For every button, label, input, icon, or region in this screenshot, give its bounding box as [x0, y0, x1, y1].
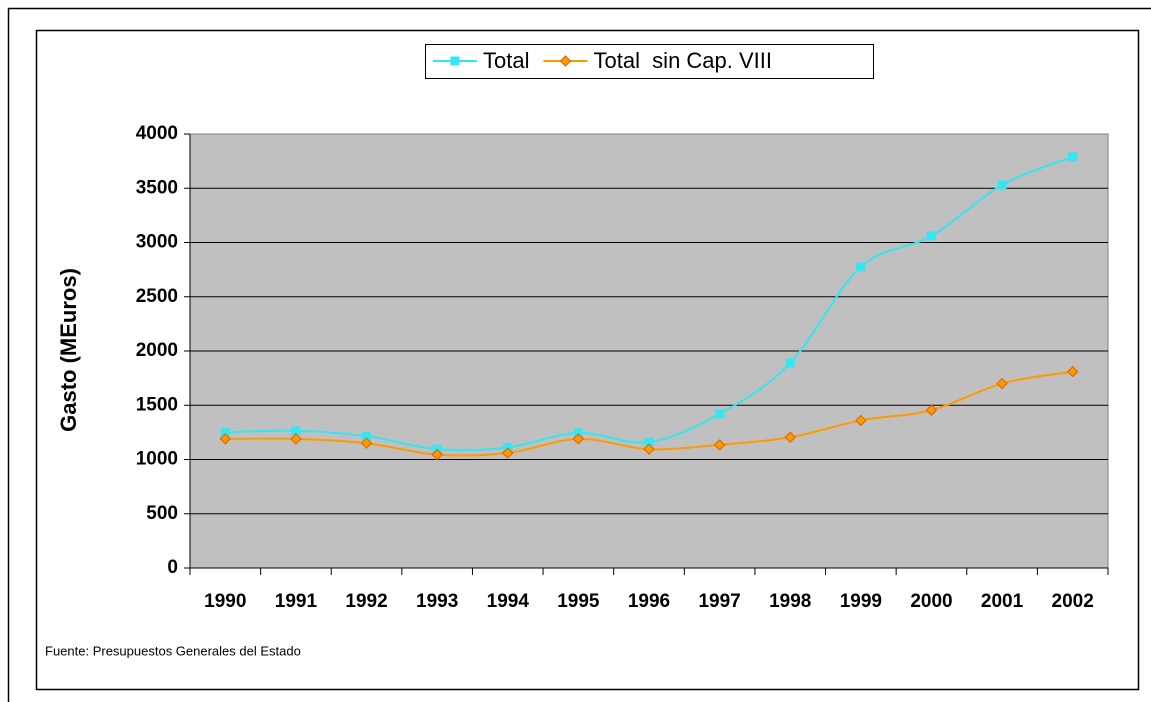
data-point	[572, 433, 585, 445]
y-tick-label: 2000	[136, 340, 178, 361]
y-tick-label: 3000	[136, 232, 178, 253]
data-point	[713, 439, 726, 451]
data-point	[220, 427, 230, 437]
data-point	[997, 180, 1007, 190]
source-note: Fuente: Presupuestos Generales del Estad…	[45, 643, 301, 658]
data-point	[996, 377, 1008, 390]
x-tick-label: 1996	[628, 591, 670, 612]
x-tick-label: 2001	[981, 591, 1024, 612]
data-point	[219, 433, 232, 445]
x-tick-label: 2002	[1052, 591, 1094, 612]
x-tick-label: 1995	[557, 591, 600, 612]
y-tick-label: 3500	[136, 177, 178, 198]
data-point	[855, 414, 867, 427]
data-point	[573, 428, 583, 438]
data-point	[502, 447, 514, 459]
legend-label: Total	[483, 48, 529, 73]
data-point	[644, 437, 654, 447]
data-point	[715, 409, 725, 419]
y-axis-label: Gasto (MEuros)	[56, 268, 81, 432]
data-point	[291, 426, 301, 436]
data-point	[1068, 152, 1078, 162]
legend	[425, 44, 874, 79]
data-point	[362, 431, 372, 441]
data-point	[290, 433, 302, 445]
x-tick-label: 1992	[345, 591, 387, 612]
x-tick-label: 1998	[769, 591, 811, 612]
data-point	[926, 231, 936, 241]
legend-marker	[559, 55, 572, 67]
data-point	[785, 358, 795, 368]
y-tick-label: 4000	[136, 123, 178, 144]
x-tick-label: 2000	[910, 591, 952, 612]
frame	[7, 7, 1151, 702]
y-tick-label: 1000	[136, 449, 178, 470]
data-point	[784, 431, 796, 443]
data-point	[925, 404, 938, 416]
data-point	[431, 448, 443, 461]
x-tick-label: 1993	[416, 591, 458, 612]
x-tick-label: 1990	[204, 591, 246, 612]
data-point	[643, 443, 655, 455]
y-tick-label: 0	[167, 557, 178, 578]
x-tick-label: 1994	[487, 591, 530, 612]
data-point	[360, 437, 373, 449]
y-tick-label: 1500	[136, 394, 178, 415]
data-point	[856, 262, 866, 272]
legend-marker	[450, 56, 460, 66]
x-tick-label: 1999	[840, 591, 882, 612]
data-point	[1066, 365, 1079, 378]
y-tick-label: 2500	[136, 286, 178, 307]
y-tick-label: 500	[146, 503, 178, 524]
legend-label: Total sin Cap. VIII	[593, 48, 772, 73]
x-tick-label: 1991	[275, 591, 318, 612]
x-tick-label: 1997	[698, 591, 740, 612]
